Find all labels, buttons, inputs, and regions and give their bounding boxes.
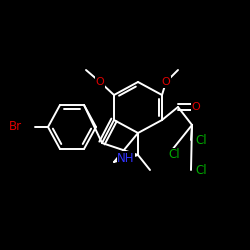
Text: Cl: Cl — [195, 164, 206, 176]
Text: Cl: Cl — [195, 134, 206, 146]
Text: Cl: Cl — [168, 148, 179, 162]
Text: O: O — [96, 77, 104, 87]
Text: NH: NH — [117, 152, 135, 164]
Text: O: O — [162, 77, 170, 87]
Text: Br: Br — [9, 120, 22, 134]
Text: O: O — [192, 102, 200, 112]
